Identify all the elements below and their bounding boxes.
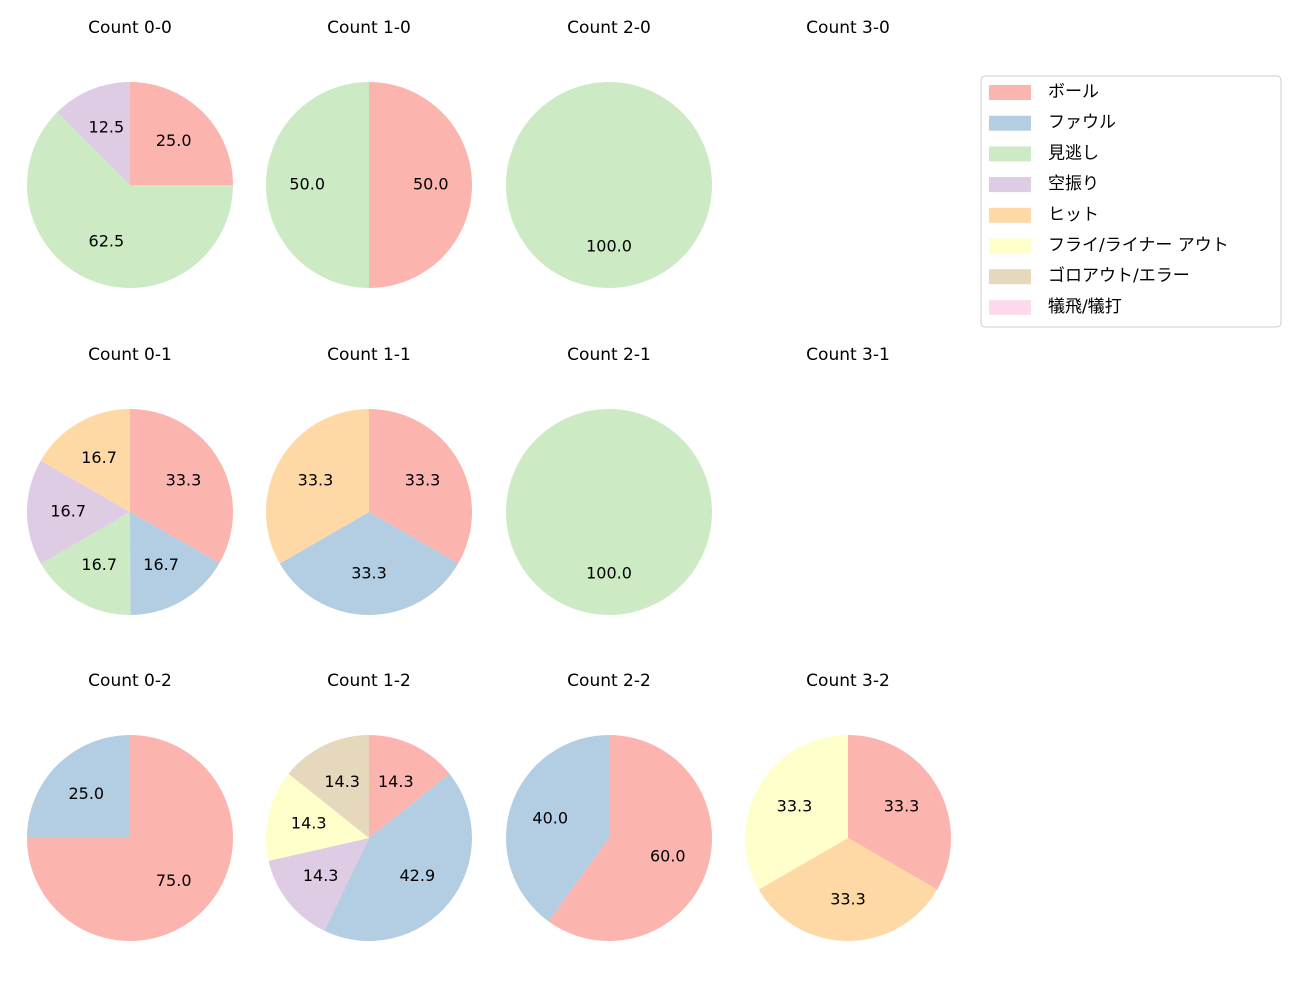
value-label: 40.0	[532, 808, 568, 827]
pie-slice	[266, 82, 369, 288]
pie-slice	[27, 112, 234, 288]
legend-label: ヒット	[1048, 205, 1099, 225]
value-label: 33.3	[777, 797, 813, 816]
legend-label: ファウル	[1048, 113, 1116, 133]
legend-label: 犠飛/犠打	[1048, 297, 1122, 317]
pie-title: Count 3-1	[806, 345, 890, 365]
pie-slice	[268, 838, 369, 931]
pie-slice	[57, 82, 131, 185]
pie-slice	[266, 409, 369, 564]
pie-slice	[130, 409, 233, 564]
value-label: 16.7	[143, 555, 179, 574]
value-label: 33.3	[166, 470, 202, 489]
pie-slice	[369, 82, 472, 288]
value-label: 16.7	[50, 502, 86, 521]
value-label: 42.9	[400, 866, 436, 885]
pie-slice	[548, 735, 712, 941]
pie-slice	[40, 512, 131, 615]
value-label: 14.3	[291, 814, 327, 833]
legend-swatch	[989, 269, 1031, 285]
pie-title: Count 1-1	[327, 345, 411, 365]
value-label: 100.0	[586, 563, 632, 582]
pie-slice	[744, 735, 848, 890]
legend-swatch	[989, 177, 1031, 193]
value-label: 50.0	[289, 175, 325, 194]
pie-title: Count 2-0	[567, 18, 651, 38]
pie-title: Count 2-1	[567, 345, 651, 365]
value-label: 25.0	[156, 131, 192, 150]
value-label: 12.5	[89, 117, 125, 136]
value-label: 50.0	[413, 175, 449, 194]
legend-swatch	[989, 238, 1031, 254]
value-label: 33.3	[405, 471, 441, 490]
pie-title: Count 3-2	[806, 671, 890, 691]
pie-title: Count 1-0	[327, 18, 411, 38]
value-label: 60.0	[650, 847, 686, 866]
pie-slice	[369, 409, 472, 564]
value-label: 16.7	[81, 448, 117, 467]
value-label: 62.5	[89, 232, 125, 251]
pie-title: Count 0-2	[88, 671, 172, 691]
pie-slice	[130, 82, 233, 185]
legend-swatch	[989, 207, 1031, 223]
value-label: 14.3	[378, 772, 414, 791]
legend-label: 見逃し	[1048, 143, 1099, 163]
value-label: 75.0	[156, 871, 192, 890]
legend-label: フライ/ライナー アウト	[1048, 236, 1229, 256]
legend-swatch	[989, 299, 1031, 315]
pie-title: Count 2-2	[567, 671, 651, 691]
legend-label: 空振り	[1048, 174, 1099, 194]
pie-slice	[848, 735, 952, 890]
pie-title: Count 0-1	[88, 345, 172, 365]
value-label: 33.3	[884, 797, 920, 816]
value-label: 16.7	[81, 555, 117, 574]
value-label: 33.3	[351, 563, 387, 582]
legend-swatch	[989, 85, 1031, 100]
pie-slice	[758, 838, 938, 941]
pie-slice	[27, 735, 130, 838]
legend-swatch	[989, 146, 1031, 162]
legend-label: ゴロアウト/エラー	[1048, 265, 1190, 286]
pie-slice	[130, 512, 220, 615]
value-label: 33.3	[830, 889, 866, 908]
value-label: 14.3	[324, 772, 360, 791]
pie-title: Count 3-0	[806, 18, 890, 38]
legend-box	[980, 75, 1282, 328]
pie-slice	[266, 773, 369, 861]
pie-title: Count 0-0	[88, 18, 172, 38]
value-label: 14.3	[303, 866, 339, 885]
value-label: 33.3	[298, 471, 334, 490]
pie-slice	[369, 735, 450, 838]
pie-slice	[40, 409, 130, 512]
pie-slice	[288, 735, 369, 838]
pie-slice	[324, 773, 472, 941]
legend-label: ボール	[1048, 82, 1099, 102]
legend-swatch	[989, 115, 1031, 131]
pie-slice	[26, 460, 130, 564]
value-label: 100.0	[586, 236, 632, 255]
pie-title: Count 1-2	[327, 671, 411, 691]
value-label: 25.0	[68, 784, 104, 803]
pie-slice	[506, 409, 712, 615]
pie-slice	[506, 82, 712, 288]
pie-slice	[505, 735, 609, 922]
